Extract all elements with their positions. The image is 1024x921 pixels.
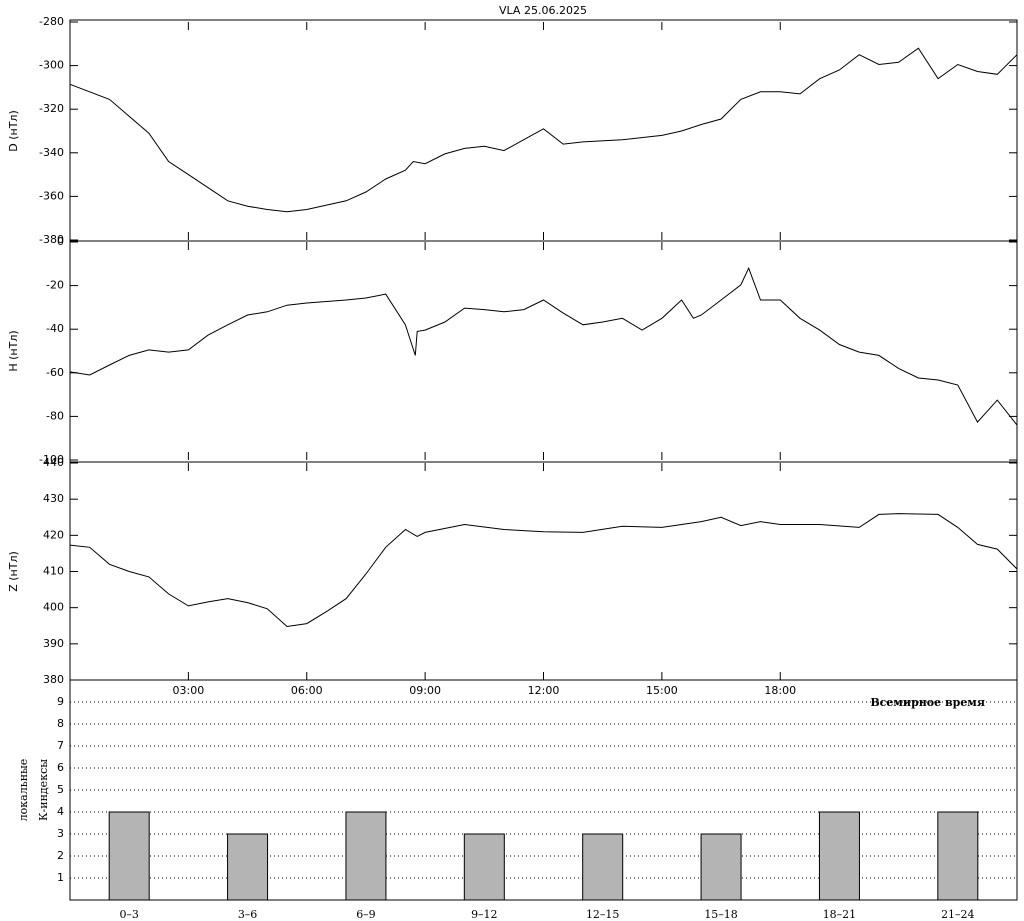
bar bbox=[227, 833, 269, 901]
y-tick-label: -360 bbox=[39, 189, 64, 202]
y-tick-label: 390 bbox=[43, 637, 64, 650]
y-tick-label: -40 bbox=[46, 322, 64, 335]
y-tick-label: 430 bbox=[43, 492, 64, 505]
y-tick-label: 9 bbox=[57, 695, 64, 708]
bar bbox=[700, 833, 742, 901]
x-tick-label: 0–3 bbox=[119, 908, 139, 921]
y-tick-label: 3 bbox=[57, 827, 64, 840]
y-axis-label: H (нТл) bbox=[7, 330, 20, 371]
y-tick-label: 0 bbox=[57, 235, 64, 248]
y-tick-label: 6 bbox=[57, 761, 64, 774]
y-tick-label: -320 bbox=[39, 102, 64, 115]
x-tick-label: 09:00 bbox=[409, 684, 441, 697]
y-axis-label: Z (нТл) bbox=[7, 551, 20, 592]
y-tick-label: 380 bbox=[43, 673, 64, 686]
y-tick-label: 7 bbox=[57, 739, 64, 752]
y-tick-label: -20 bbox=[46, 279, 64, 292]
y-tick-label: -100 bbox=[39, 453, 64, 466]
x-axis-label: Всемирное время bbox=[870, 696, 985, 709]
y-tick-label: -280 bbox=[39, 15, 64, 28]
x-tick-label: 12–15 bbox=[586, 908, 620, 921]
x-tick-label: 21–24 bbox=[941, 908, 975, 921]
data-line bbox=[69, 47, 1018, 213]
bar bbox=[582, 833, 624, 901]
y-axis-label: D (нТл) bbox=[7, 110, 20, 152]
data-line bbox=[69, 513, 1018, 628]
y-axis-label: локальные bbox=[17, 759, 30, 822]
x-tick-label: 15:00 bbox=[646, 684, 678, 697]
x-tick-label: 12:00 bbox=[528, 684, 560, 697]
bar bbox=[818, 811, 860, 901]
x-tick-label: 06:00 bbox=[291, 684, 323, 697]
x-tick-label: 15–18 bbox=[704, 908, 738, 921]
bar bbox=[108, 811, 150, 901]
data-line bbox=[69, 266, 1018, 426]
y-tick-label: 5 bbox=[57, 783, 64, 796]
y-axis-label: К-индексы bbox=[37, 759, 50, 821]
y-tick-label: 2 bbox=[57, 849, 64, 862]
y-tick-label: 400 bbox=[43, 601, 64, 614]
bar bbox=[345, 811, 387, 901]
y-tick-label: 420 bbox=[43, 528, 64, 541]
y-tick-label: -340 bbox=[39, 146, 64, 159]
y-tick-label: 1 bbox=[57, 871, 64, 884]
y-tick-label: 410 bbox=[43, 565, 64, 578]
x-tick-label: 9–12 bbox=[471, 908, 498, 921]
y-tick-label: -300 bbox=[39, 59, 64, 72]
bar bbox=[463, 833, 505, 901]
x-tick-label: 18:00 bbox=[764, 684, 796, 697]
x-tick-label: 6–9 bbox=[356, 908, 376, 921]
x-tick-label: 03:00 bbox=[173, 684, 205, 697]
x-tick-label: 3–6 bbox=[238, 908, 258, 921]
bar bbox=[937, 811, 979, 901]
y-tick-label: -60 bbox=[46, 366, 64, 379]
x-tick-label: 18–21 bbox=[823, 908, 857, 921]
y-tick-label: 4 bbox=[57, 805, 64, 818]
y-tick-label: -380 bbox=[39, 233, 64, 246]
y-tick-label: -80 bbox=[46, 409, 64, 422]
y-tick-label: 440 bbox=[43, 456, 64, 469]
y-tick-label: 8 bbox=[57, 717, 64, 730]
chart-title: VLA 25.06.2025 bbox=[499, 4, 587, 17]
